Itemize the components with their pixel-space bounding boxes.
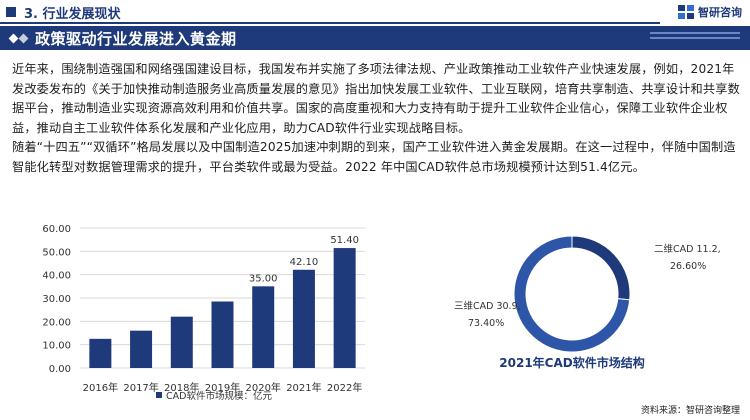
x-tick-label: 2019年 xyxy=(205,381,240,394)
slice-percent: 73.40% xyxy=(468,318,504,329)
x-tick-label: 2018年 xyxy=(164,381,199,394)
legend-label: CAD软件市场规模：亿元 xyxy=(166,390,272,402)
bar xyxy=(211,301,234,368)
legend-swatch xyxy=(156,392,162,398)
slice-label: 二维CAD 11.2, xyxy=(654,243,721,255)
bar xyxy=(130,330,153,368)
paragraph: 近年来，围绕制造强国和网络强国建设目标，我国发布并实施了多项法律法规、产业政策推… xyxy=(12,62,740,135)
page-title: 政策驱动行业发展进入黄金期 xyxy=(35,29,237,48)
data-label: 35.00 xyxy=(249,273,278,284)
decorative-lines xyxy=(650,32,740,44)
paragraph: 随着“十四五”“双循环”格局发展以及中国制造2025加速冲刺期的到来，国产工业软… xyxy=(12,140,736,174)
y-tick-label: 60.00 xyxy=(42,224,71,235)
donut-chart: 二维CAD 11.2, 26.60% 三维CAD 30.9, 73.40% 2021年C… xyxy=(454,235,721,370)
bar xyxy=(170,316,193,368)
brand: 智研咨询 xyxy=(678,4,742,20)
slice-percent: 26.60% xyxy=(670,261,706,272)
brand-name: 智研咨询 xyxy=(698,6,742,19)
y-tick-label: 10.00 xyxy=(42,341,71,352)
y-tick-label: 30.00 xyxy=(42,294,71,305)
brand-logo-icon xyxy=(678,5,694,19)
y-tick-label: 20.00 xyxy=(42,317,71,328)
y-tick-label: 50.00 xyxy=(42,247,71,258)
x-tick-label: 2017年 xyxy=(123,381,158,394)
x-tick-label: 2021年 xyxy=(286,381,321,394)
bar xyxy=(89,338,112,368)
section-title: 3. 行业发展现状 xyxy=(24,6,121,22)
x-tick-label: 2020年 xyxy=(245,381,280,394)
x-tick-label: 2016年 xyxy=(83,381,118,394)
data-label: 42.10 xyxy=(290,257,319,268)
donut-slice xyxy=(513,235,631,353)
source-note: 资料来源：智研咨询整理 xyxy=(640,406,740,416)
x-tick-label: 2022年 xyxy=(327,381,362,394)
diamond-icons xyxy=(8,33,29,43)
bar xyxy=(333,248,356,368)
body-text: 近年来，围绕制造强国和网络强国建设目标，我国发布并实施了多项法律法规、产业政策推… xyxy=(12,60,740,177)
section-square-icon xyxy=(6,7,16,17)
donut-title: 2021年CAD软件市场结构 xyxy=(499,355,644,370)
bar xyxy=(252,286,275,368)
header-rule xyxy=(0,22,660,24)
y-tick-label: 0.00 xyxy=(49,364,71,375)
bar-chart: 0.00 10.00 20.00 30.00 40.00 50.00 60.00 2016年 2… xyxy=(42,224,365,402)
y-tick-label: 40.00 xyxy=(42,271,71,282)
donut-slice xyxy=(571,235,631,301)
slice-label: 三维CAD 30.9, xyxy=(454,300,521,312)
title-banner: 政策驱动行业发展进入黄金期 xyxy=(0,26,750,50)
data-label: 51.40 xyxy=(330,235,359,246)
section-header: 3. 行业发展现状 xyxy=(0,0,121,24)
bar xyxy=(292,269,315,368)
